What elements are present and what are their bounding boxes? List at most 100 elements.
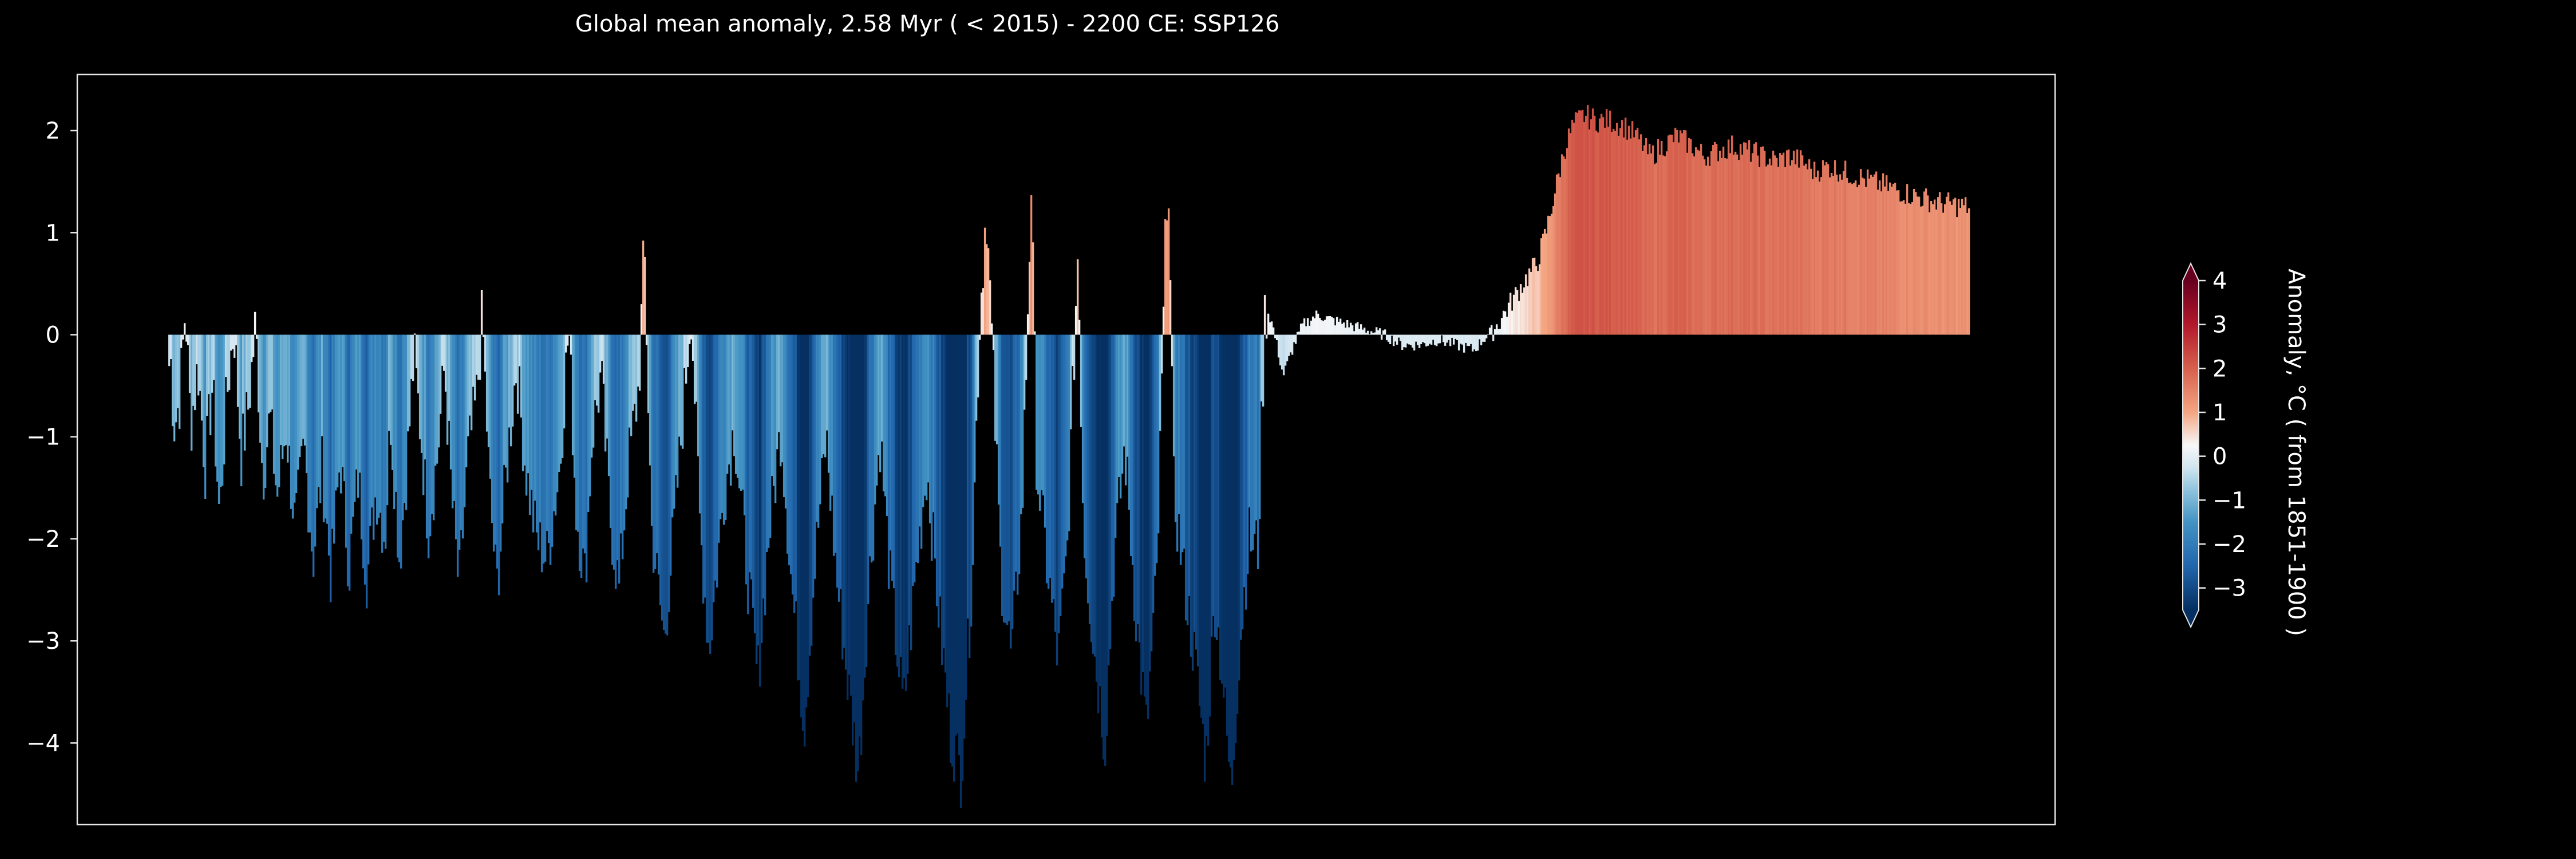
bar: [1691, 153, 1694, 335]
bar: [1478, 334, 1481, 340]
bar: [1531, 258, 1534, 335]
bar: [1396, 334, 1398, 345]
bar: [491, 334, 493, 523]
bar: [1138, 334, 1141, 643]
bar: [1763, 151, 1766, 335]
bar: [801, 334, 804, 731]
bar: [1585, 116, 1587, 335]
bar: [181, 334, 184, 340]
bar: [875, 334, 878, 486]
bar: [1480, 334, 1483, 345]
bar: [1128, 334, 1131, 510]
bar: [1895, 190, 1898, 335]
bar: [1562, 156, 1565, 335]
bar: [709, 334, 712, 654]
bar: [922, 334, 924, 507]
bar: [561, 334, 564, 458]
bar: [312, 334, 315, 577]
bar: [1277, 334, 1280, 358]
colorbar-tick-label: −1: [2212, 487, 2246, 514]
bar: [1897, 190, 1900, 335]
bar: [1626, 139, 1629, 335]
bar: [374, 334, 377, 498]
bar: [1837, 182, 1840, 335]
bar: [1554, 193, 1556, 335]
bar: [784, 334, 787, 509]
bar-series: [168, 105, 1970, 808]
bar: [862, 334, 864, 701]
bar: [1052, 334, 1055, 600]
bar: [1935, 209, 1938, 335]
bar: [781, 334, 784, 463]
bar: [223, 334, 226, 464]
bar: [297, 334, 299, 470]
bar: [1797, 167, 1800, 335]
bar: [887, 334, 890, 589]
bar: [503, 334, 505, 465]
bar: [410, 334, 413, 379]
bar: [458, 334, 461, 550]
bar: [1485, 334, 1488, 338]
bar: [1861, 178, 1864, 335]
bar: [812, 334, 815, 598]
bar: [487, 334, 490, 447]
bar: [865, 334, 868, 667]
bar: [602, 334, 605, 384]
bar: [700, 334, 703, 546]
bar: [1749, 161, 1752, 335]
bar: [307, 334, 310, 533]
bar: [1071, 334, 1074, 366]
bar: [786, 334, 789, 554]
bar: [1380, 334, 1383, 340]
bar: [525, 334, 528, 496]
bar: [1806, 169, 1809, 335]
bar: [807, 334, 809, 698]
bar: [446, 334, 449, 445]
bar: [1674, 128, 1677, 335]
bar: [1512, 294, 1515, 335]
bar: [578, 334, 581, 571]
bar: [1296, 332, 1299, 335]
bar: [473, 334, 476, 401]
bar: [1784, 167, 1787, 335]
bar: [880, 334, 883, 442]
bar: [1378, 328, 1381, 335]
bar: [1487, 334, 1490, 335]
bar: [1056, 334, 1058, 665]
bar: [607, 334, 610, 476]
bar: [1459, 334, 1462, 344]
bar: [364, 334, 366, 585]
bar: [1358, 329, 1361, 335]
bar: [1717, 161, 1720, 335]
bar: [1600, 113, 1603, 335]
bar: [1415, 334, 1417, 342]
bar: [609, 334, 612, 528]
bar: [844, 334, 847, 670]
bar: [745, 334, 748, 585]
bar: [1243, 334, 1246, 588]
bar: [350, 334, 353, 534]
bar: [953, 334, 955, 782]
bar: [783, 334, 785, 497]
bar: [649, 334, 651, 466]
bar: [506, 334, 509, 483]
bar: [769, 334, 772, 538]
bar: [1133, 334, 1136, 621]
bar: [614, 334, 617, 589]
bar: [1555, 174, 1558, 335]
bar: [1457, 334, 1460, 350]
bar: [497, 334, 500, 596]
bar: [1069, 334, 1072, 430]
bar: [1190, 334, 1192, 657]
bar: [712, 334, 715, 602]
bar: [1883, 186, 1886, 335]
bar: [575, 334, 578, 530]
bar: [989, 280, 991, 335]
bar: [1008, 334, 1010, 621]
bar: [1317, 313, 1319, 335]
bar: [929, 334, 931, 523]
bar: [817, 334, 820, 528]
bar: [1842, 171, 1845, 335]
bar: [1150, 334, 1153, 652]
bar: [369, 334, 372, 526]
